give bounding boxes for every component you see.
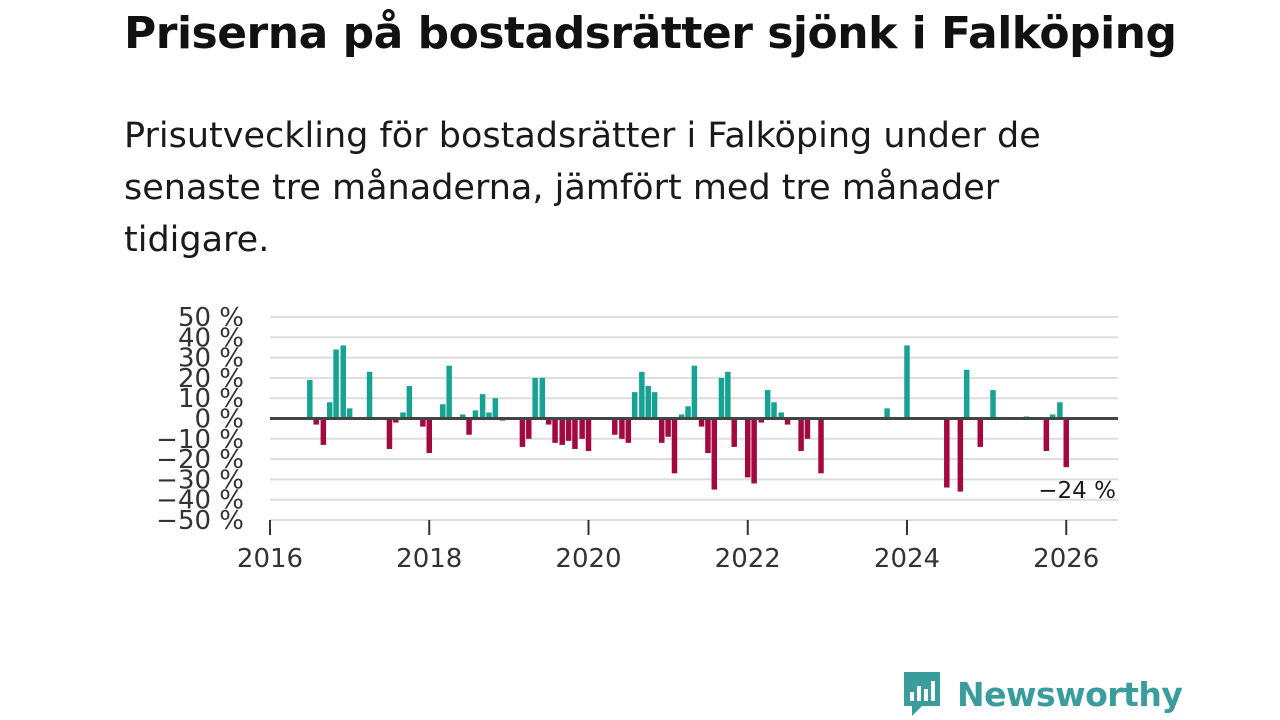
data-bar bbox=[725, 371, 731, 419]
data-bar bbox=[446, 365, 452, 419]
data-bar bbox=[619, 418, 625, 439]
x-tick-label: 2026 bbox=[1033, 544, 1099, 574]
data-bar bbox=[784, 418, 791, 425]
data-bar bbox=[320, 418, 327, 445]
data-bar bbox=[532, 377, 538, 419]
data-bar bbox=[798, 418, 804, 451]
data-bar bbox=[884, 408, 890, 419]
x-tick-label: 2018 bbox=[396, 544, 462, 574]
data-bar bbox=[751, 418, 757, 484]
data-bar bbox=[545, 418, 552, 425]
data-bar bbox=[904, 345, 910, 419]
data-bar bbox=[426, 418, 432, 454]
x-tick-label: 2020 bbox=[555, 544, 621, 574]
y-tick-label: −40 % bbox=[156, 486, 244, 516]
data-bar bbox=[400, 412, 406, 419]
data-bar bbox=[579, 418, 585, 439]
data-bar bbox=[944, 418, 950, 488]
data-bar bbox=[486, 412, 492, 419]
data-bar bbox=[977, 418, 983, 447]
data-bar bbox=[526, 418, 532, 439]
data-bar bbox=[1043, 418, 1050, 451]
data-bar bbox=[340, 345, 347, 419]
data-bar bbox=[420, 418, 426, 427]
data-bar bbox=[625, 418, 632, 443]
data-bar bbox=[659, 418, 665, 443]
data-bar bbox=[963, 369, 970, 419]
newsworthy-logo-icon bbox=[904, 672, 940, 716]
data-bar bbox=[731, 418, 737, 447]
data-bar bbox=[552, 418, 558, 443]
y-tick-label: 10 % bbox=[178, 384, 244, 414]
data-bar bbox=[313, 418, 319, 425]
x-tick-label: 2016 bbox=[237, 544, 303, 574]
data-bar bbox=[472, 410, 479, 419]
data-bar bbox=[639, 371, 645, 419]
y-tick-label: −10 % bbox=[156, 425, 244, 455]
y-tick-label: −20 % bbox=[156, 445, 244, 475]
data-bar bbox=[539, 377, 546, 419]
newsworthy-logo: Newsworthy bbox=[902, 670, 1183, 718]
y-tick-label: 50 % bbox=[178, 303, 244, 333]
data-bar bbox=[346, 408, 353, 419]
y-tick-label: 30 % bbox=[178, 344, 244, 374]
data-bar bbox=[990, 390, 996, 419]
data-bar bbox=[957, 418, 964, 492]
data-bar bbox=[572, 418, 578, 449]
data-bar bbox=[771, 402, 777, 419]
data-bar bbox=[1063, 418, 1069, 468]
x-tick-label: 2022 bbox=[715, 544, 781, 574]
data-bar bbox=[671, 418, 678, 474]
data-bar bbox=[651, 392, 658, 419]
bar-layer bbox=[307, 345, 1069, 492]
data-bar bbox=[333, 349, 339, 419]
y-tick-label: 0 % bbox=[194, 405, 244, 435]
data-bar bbox=[1057, 402, 1063, 419]
bar-chart: 50 %40 %30 %20 %10 %0 %−10 %−20 %−30 %−4… bbox=[156, 303, 1118, 574]
data-bar bbox=[758, 418, 765, 423]
data-bar bbox=[818, 418, 824, 474]
data-bar bbox=[559, 418, 565, 445]
y-tick-label: −30 % bbox=[156, 465, 244, 495]
data-bar bbox=[326, 402, 333, 419]
data-bar bbox=[466, 418, 472, 435]
data-bar bbox=[665, 418, 671, 437]
data-bar bbox=[698, 418, 705, 427]
data-bar bbox=[1049, 414, 1056, 419]
data-bar bbox=[678, 414, 685, 419]
chart-subtitle: Prisutveckling för bostadsrätter i Falkö… bbox=[124, 116, 1041, 260]
y-tick-label: 20 % bbox=[178, 364, 244, 394]
data-bar bbox=[479, 394, 486, 419]
data-bar bbox=[691, 365, 698, 419]
data-bar bbox=[585, 418, 592, 451]
data-bar bbox=[612, 418, 618, 435]
data-bar bbox=[459, 414, 466, 419]
axis-layer: 50 %40 %30 %20 %10 %0 %−10 %−20 %−30 %−4… bbox=[156, 303, 1118, 574]
data-bar bbox=[711, 418, 718, 490]
y-tick-label: 40 % bbox=[178, 323, 244, 353]
data-bar bbox=[645, 386, 651, 419]
data-bar bbox=[565, 418, 572, 441]
last-value-label: −24 % bbox=[1038, 478, 1116, 504]
data-bar bbox=[778, 412, 784, 419]
data-bar bbox=[440, 404, 446, 419]
data-bar bbox=[492, 398, 499, 419]
data-bar bbox=[631, 392, 638, 419]
x-tick-label: 2024 bbox=[874, 544, 940, 574]
data-bar bbox=[366, 371, 373, 419]
chart-title: Priserna på bostadsrätter sjönk i Falköp… bbox=[124, 8, 1177, 59]
data-bar bbox=[307, 379, 313, 419]
data-bar bbox=[804, 418, 811, 439]
data-bar bbox=[744, 418, 751, 478]
data-bar bbox=[705, 418, 711, 454]
y-tick-label: −50 % bbox=[156, 506, 244, 536]
data-bar bbox=[764, 390, 771, 419]
data-bar bbox=[519, 418, 526, 447]
data-bar bbox=[393, 418, 399, 423]
data-bar bbox=[386, 418, 393, 449]
data-bar bbox=[406, 386, 413, 419]
data-bar bbox=[718, 377, 725, 419]
brand-name: Newsworthy bbox=[957, 674, 1183, 714]
data-bar bbox=[685, 406, 691, 419]
